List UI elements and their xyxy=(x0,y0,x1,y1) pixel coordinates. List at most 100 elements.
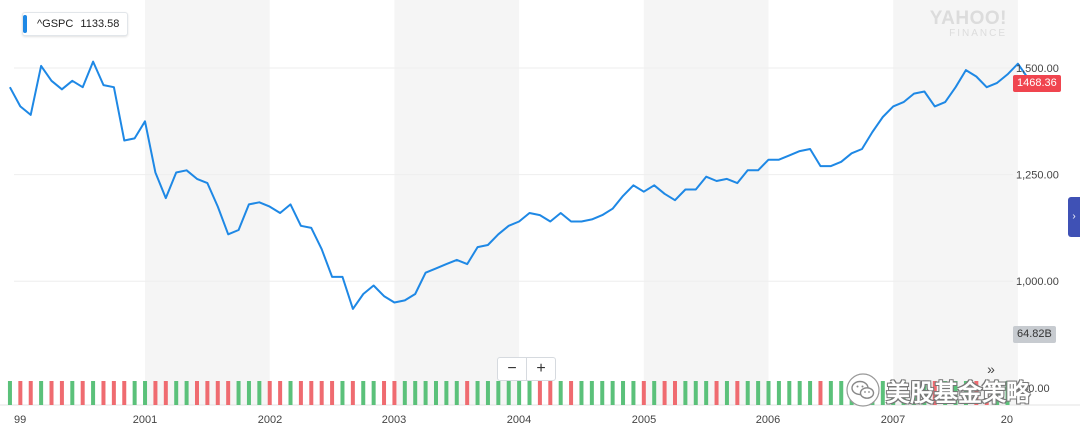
volume-bar xyxy=(382,381,387,405)
watermark: 美股基金策略 xyxy=(846,372,1030,408)
volume-bar xyxy=(371,381,376,405)
y-tick-label: 1,500.00 xyxy=(1016,63,1059,75)
scroll-to-latest-button[interactable]: » xyxy=(987,361,995,377)
brand-line2: FINANCE xyxy=(949,28,1007,39)
volume-bar xyxy=(610,381,615,405)
volume-bar xyxy=(600,381,605,405)
volume-bar xyxy=(901,381,906,405)
volume-bar xyxy=(153,381,158,405)
x-tick-label: 2001 xyxy=(133,414,157,426)
volume-bar xyxy=(163,381,168,405)
volume-bar xyxy=(953,381,958,405)
volume-bar xyxy=(714,381,719,405)
volume-bar xyxy=(589,381,594,405)
watermark-text: 美股基金策略 xyxy=(886,378,1030,407)
volume-bar xyxy=(257,381,262,405)
y-axis-labels: 1,500.00 1,250.00 1,000.00 750.00 xyxy=(1016,63,1059,395)
volume-bar xyxy=(641,381,646,405)
volume-bar xyxy=(267,381,272,405)
volume-bar xyxy=(766,381,771,405)
volume-bar xyxy=(91,381,96,405)
yahoo-finance-logo: YAHOO! FINANCE xyxy=(922,9,1007,40)
volume-bar xyxy=(776,381,781,405)
volume-bar xyxy=(423,381,428,405)
volume-bar xyxy=(943,381,948,405)
volume-bar xyxy=(465,381,470,405)
volume-bar xyxy=(797,381,802,405)
volume-bar xyxy=(548,381,553,405)
volume-bar xyxy=(963,381,968,405)
volume-bar xyxy=(111,381,116,405)
x-tick-label: 20 xyxy=(1001,414,1013,426)
volume-bar xyxy=(39,381,44,405)
volume-bar xyxy=(475,381,480,405)
price-line-group xyxy=(9,60,1039,310)
volume-bar xyxy=(911,381,916,405)
y-tick-label: 1,000.00 xyxy=(1016,276,1059,288)
volume-bar xyxy=(319,381,324,405)
y-tick-label: 750.00 xyxy=(1016,383,1050,395)
volume-bar xyxy=(101,381,106,405)
year-band xyxy=(145,0,270,405)
volume-bar xyxy=(683,381,688,405)
volume-bar xyxy=(392,381,397,405)
volume-bar xyxy=(18,381,23,405)
volume-bar xyxy=(621,381,626,405)
volume-bar xyxy=(995,381,1000,405)
volume-bar xyxy=(485,381,490,405)
series-hover-value: 1133.58 xyxy=(80,18,120,30)
volume-bar xyxy=(506,381,511,405)
volume-bar xyxy=(49,381,54,405)
volume-bar xyxy=(184,381,189,405)
volume-bar xyxy=(433,381,438,405)
volume-bar xyxy=(579,381,584,405)
volume-bar xyxy=(7,381,12,405)
x-tick-label: 2002 xyxy=(258,414,282,426)
volume-bar xyxy=(704,381,709,405)
volume-bar xyxy=(527,381,532,405)
volume-bar xyxy=(1005,381,1010,405)
volume-bar xyxy=(340,381,345,405)
x-tick-label: 2005 xyxy=(632,414,656,426)
volume-bar xyxy=(984,381,989,405)
year-band xyxy=(394,0,520,405)
volume-bar xyxy=(122,381,127,405)
volume-bar xyxy=(652,381,657,405)
year-band xyxy=(893,0,1018,405)
volume-bar xyxy=(745,381,750,405)
volume-bar xyxy=(454,381,459,405)
volume-bar xyxy=(278,381,283,405)
volume-bar xyxy=(558,381,563,405)
volume-bar xyxy=(631,381,636,405)
volume-bar xyxy=(236,381,241,405)
current-volume-tag: 64.82B xyxy=(1013,326,1056,343)
series-symbol: ^GSPC xyxy=(37,18,74,30)
volume-bar xyxy=(880,381,885,405)
volume-bar xyxy=(828,381,833,405)
x-tick-label: 99 xyxy=(14,414,26,426)
series-legend[interactable]: ^GSPC 1133.58 xyxy=(22,12,129,36)
zoom-out-button[interactable]: − xyxy=(507,360,517,377)
volume-bar xyxy=(672,381,677,405)
side-panel-toggle-button[interactable]: › xyxy=(1068,197,1080,237)
volume-bar xyxy=(818,381,823,405)
zoom-divider xyxy=(526,358,527,380)
volume-bar xyxy=(891,381,896,405)
volume-bar xyxy=(974,381,979,405)
volume-bar xyxy=(735,381,740,405)
volume-bar xyxy=(194,381,199,405)
volume-bar xyxy=(174,381,179,405)
zoom-in-button[interactable]: + xyxy=(536,360,546,377)
volume-bar xyxy=(756,381,761,405)
volume-bar xyxy=(215,381,220,405)
volume-bar xyxy=(413,381,418,405)
volume-bar xyxy=(808,381,813,405)
volume-bars xyxy=(7,381,1010,405)
x-tick-label: 2006 xyxy=(756,414,780,426)
year-bands xyxy=(145,0,1018,405)
year-band xyxy=(643,0,769,405)
volume-bar xyxy=(932,381,937,405)
volume-bar xyxy=(226,381,231,405)
volume-bar xyxy=(246,381,251,405)
